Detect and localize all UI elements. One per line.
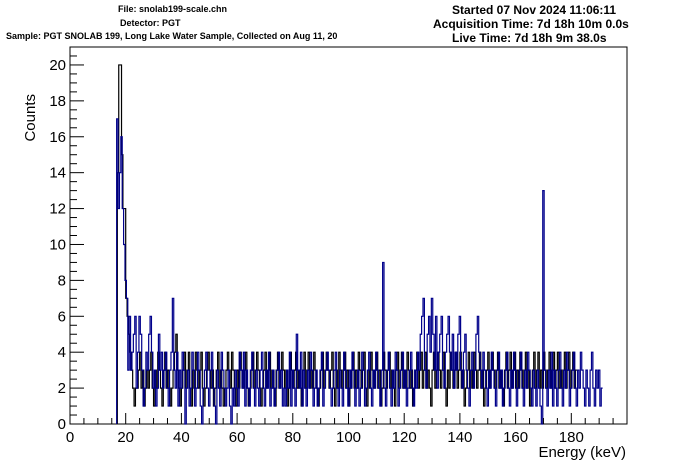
y-tick-label: 12 [49,201,66,218]
series-layer [116,64,603,425]
x-tick-label: 20 [117,429,134,446]
x-tick-label: 160 [503,429,528,446]
x-tick-label: 180 [559,429,584,446]
series-0-histogram [116,64,577,424]
y-tick-label: 8 [58,272,66,289]
y-tick-label: 0 [58,416,66,433]
y-axis: 0 2 4 6 8 10 12 14 16 18 20 [49,46,84,433]
y-tick-label: 2 [58,380,66,397]
x-tick-label: 140 [447,429,472,446]
x-tick-label: 60 [229,429,246,446]
live-time-label: Live Time: 7d 18h 9m 38.0s [452,31,607,45]
y-tick-label: 10 [49,236,66,253]
x-tick-label: 40 [173,429,190,446]
x-tick-label: 80 [284,429,301,446]
acquisition-time-label: Acquisition Time: 7d 18h 10m 0.0s [433,17,629,31]
y-tick-label: 16 [49,129,66,146]
file-label: File: snolab199-scale.chn [118,4,228,14]
started-label: Started 07 Nov 2024 11:06:11 [452,3,617,17]
y-tick-label: 14 [49,165,66,182]
y-tick-label: 4 [58,344,66,361]
y-tick-label: 20 [49,57,66,74]
x-tick-label: 0 [66,429,74,446]
detector-label: Detector: PGT [120,18,181,28]
y-tick-label: 18 [49,93,66,110]
x-tick-label: 100 [336,429,361,446]
y-axis-title: Counts [22,94,39,142]
x-tick-label: 120 [392,429,417,446]
y-tick-label: 6 [58,308,66,325]
sample-label: Sample: PGT SNOLAB 199, Long Lake Water … [6,31,338,41]
x-axis-title: Energy (keV) [538,444,626,461]
x-axis: 0 20 40 60 80 100 120 140 160 180 [66,413,628,446]
series-1-histogram [116,118,603,425]
